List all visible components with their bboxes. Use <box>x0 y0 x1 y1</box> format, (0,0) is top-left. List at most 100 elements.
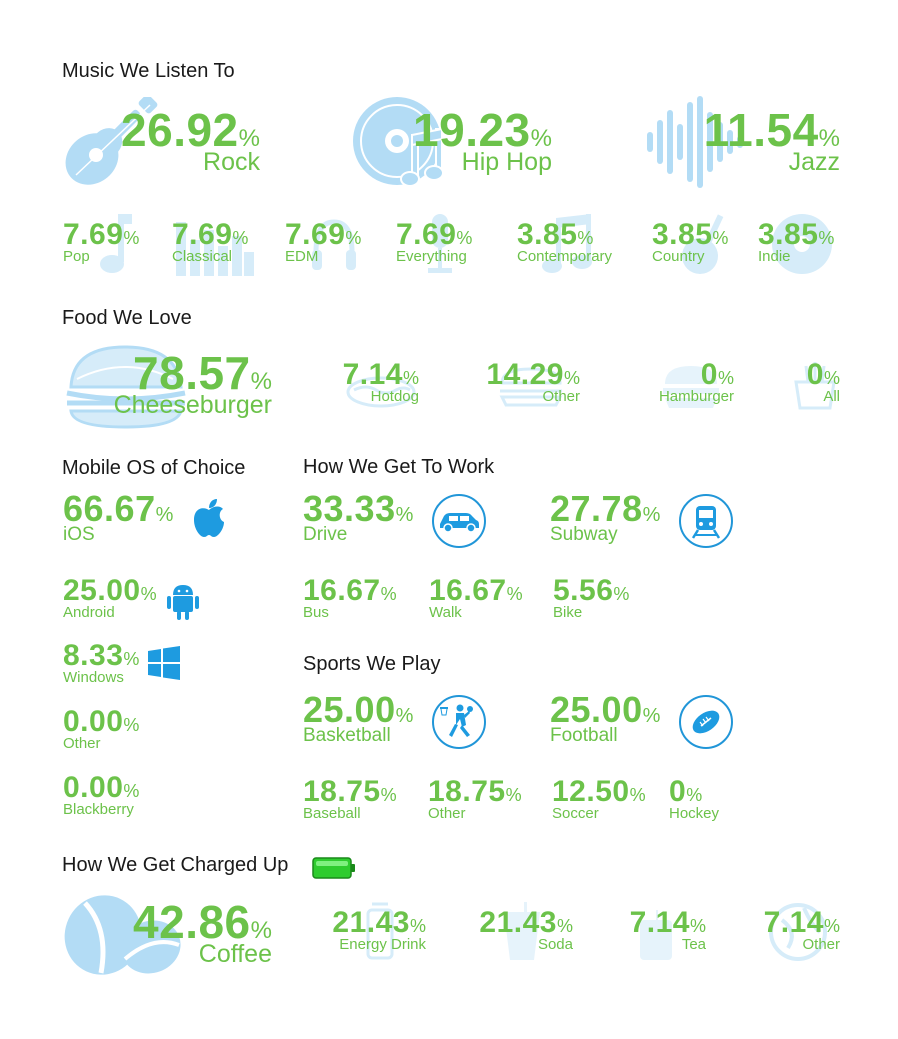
coffee-bean-icon <box>64 895 181 975</box>
stat-unit: % <box>686 785 703 805</box>
train-icon <box>691 506 721 539</box>
stat-unit: % <box>123 649 140 669</box>
stat-value: 78.57 <box>133 347 251 399</box>
stat-value: 25.00 <box>550 689 643 730</box>
stat-label: Hotdog <box>370 388 419 405</box>
stat-value: 11.54 <box>703 104 819 156</box>
mobile-ios-stat: 66.67% iOS <box>63 488 173 546</box>
guitar-icon <box>65 97 158 185</box>
music-hiphop-stat: 19.23% Hip Hop <box>413 103 552 177</box>
stat-unit: % <box>712 228 729 248</box>
stat-unit: % <box>123 715 140 735</box>
stat-label: iOS <box>63 524 95 545</box>
soda-cup-icon <box>504 902 540 960</box>
stat-label: Classical <box>172 248 233 265</box>
stat-unit: % <box>818 228 835 248</box>
stat-value: 12.50 <box>552 775 630 808</box>
stat-value: 0 <box>700 358 718 391</box>
stat-label: Blackberry <box>63 801 134 818</box>
stat-unit: % <box>402 368 419 388</box>
sound-wave-icon <box>647 96 743 188</box>
stat-label: Other <box>542 388 580 405</box>
stat-unit: % <box>456 228 473 248</box>
stat-unit: % <box>506 584 523 604</box>
stat-unit: % <box>613 584 630 604</box>
stat-label: Bike <box>553 604 583 621</box>
stat-unit: % <box>123 781 140 801</box>
stat-value: 33.33 <box>303 488 396 529</box>
stat-unit: % <box>238 125 260 152</box>
stat-value: 8.33 <box>63 639 124 672</box>
food-all-stat: 0% All <box>807 358 840 405</box>
stat-label: Indie <box>758 248 791 265</box>
stat-label: Drive <box>303 524 348 545</box>
stat-label: Basketball <box>303 725 391 746</box>
mobile-section-title: Mobile OS of Choice <box>62 457 246 479</box>
banjo-icon <box>682 214 724 274</box>
food-other-stat: 14.29% Other <box>486 358 580 405</box>
stat-unit: % <box>140 584 157 604</box>
stat-unit: % <box>380 785 397 805</box>
stat-label: Android <box>63 604 115 621</box>
stat-unit: % <box>823 368 840 388</box>
stat-value: 0 <box>806 358 824 391</box>
windows-icon <box>148 646 180 680</box>
stat-unit: % <box>250 368 272 395</box>
stat-label: Tea <box>681 936 706 953</box>
stat-value: 7.69 <box>63 218 124 251</box>
microphone-icon <box>428 214 452 273</box>
stat-label: Other <box>428 805 466 822</box>
stat-value: 18.75 <box>428 775 506 808</box>
stat-value: 21.43 <box>479 906 557 939</box>
car-icon <box>440 513 479 533</box>
stat-unit: % <box>409 916 426 936</box>
stat-value: 42.86 <box>133 896 251 948</box>
sandwich-icon <box>499 367 563 407</box>
stat-label: Contemporary <box>517 248 613 265</box>
stat-unit: % <box>629 785 646 805</box>
stat-unit: % <box>232 228 249 248</box>
food-section-title: Food We Love <box>62 307 192 329</box>
work-bus-stat: 16.67% Bus <box>303 574 397 621</box>
burger-icon <box>66 345 186 429</box>
stat-unit: % <box>563 368 580 388</box>
stat-value: 5.56 <box>553 574 614 607</box>
basketball-player-icon <box>440 704 473 737</box>
charged-section-title: How We Get Charged Up <box>62 854 289 876</box>
music-edm-stat: 7.69% EDM <box>285 218 361 265</box>
stat-unit: % <box>395 705 414 727</box>
stat-value: 19.23 <box>413 104 531 156</box>
sports-other-stat: 18.75% Other <box>428 775 522 822</box>
stat-label: Energy Drink <box>339 936 426 953</box>
music-pop-stat: 7.69% Pop <box>63 218 139 265</box>
charged-coffee-stat: 42.86% Coffee <box>133 895 272 969</box>
battery-icon <box>312 857 355 879</box>
record-icon <box>772 214 832 274</box>
stat-label: All <box>823 388 840 405</box>
stat-unit: % <box>395 504 414 526</box>
stat-value: 26.92 <box>121 104 239 156</box>
work-drive-stat: 33.33% Drive <box>303 488 413 546</box>
hamburger-icon <box>663 366 719 408</box>
stat-unit: % <box>345 228 362 248</box>
stat-unit: % <box>505 785 522 805</box>
stat-value: 3.85 <box>652 218 713 251</box>
music-note-icon <box>100 214 132 273</box>
sports-basketball-stat: 25.00% Basketball <box>303 689 413 747</box>
stat-value: 66.67 <box>63 488 156 529</box>
charged-tea-stat: 7.14% Tea <box>630 906 706 953</box>
stat-value: 0.00 <box>63 705 124 738</box>
stat-label: Rock <box>203 148 260 176</box>
music-rock-stat: 26.92% Rock <box>121 103 260 177</box>
stat-label: Bus <box>303 604 329 621</box>
mobile-blackberry-stat: 0.00% Blackberry <box>63 771 139 818</box>
stat-label: Subway <box>550 524 618 545</box>
mobile-android-stat: 25.00% Android <box>63 574 157 621</box>
stat-value: 7.14 <box>763 906 824 939</box>
double-note-icon <box>542 214 592 273</box>
basketball-player-icon-circle <box>432 695 486 749</box>
sports-football-stat: 25.00% Football <box>550 689 660 747</box>
stat-label: Country <box>652 248 705 265</box>
music-classical-stat: 7.69% Classical <box>172 218 248 265</box>
stat-value: 21.43 <box>332 906 410 939</box>
